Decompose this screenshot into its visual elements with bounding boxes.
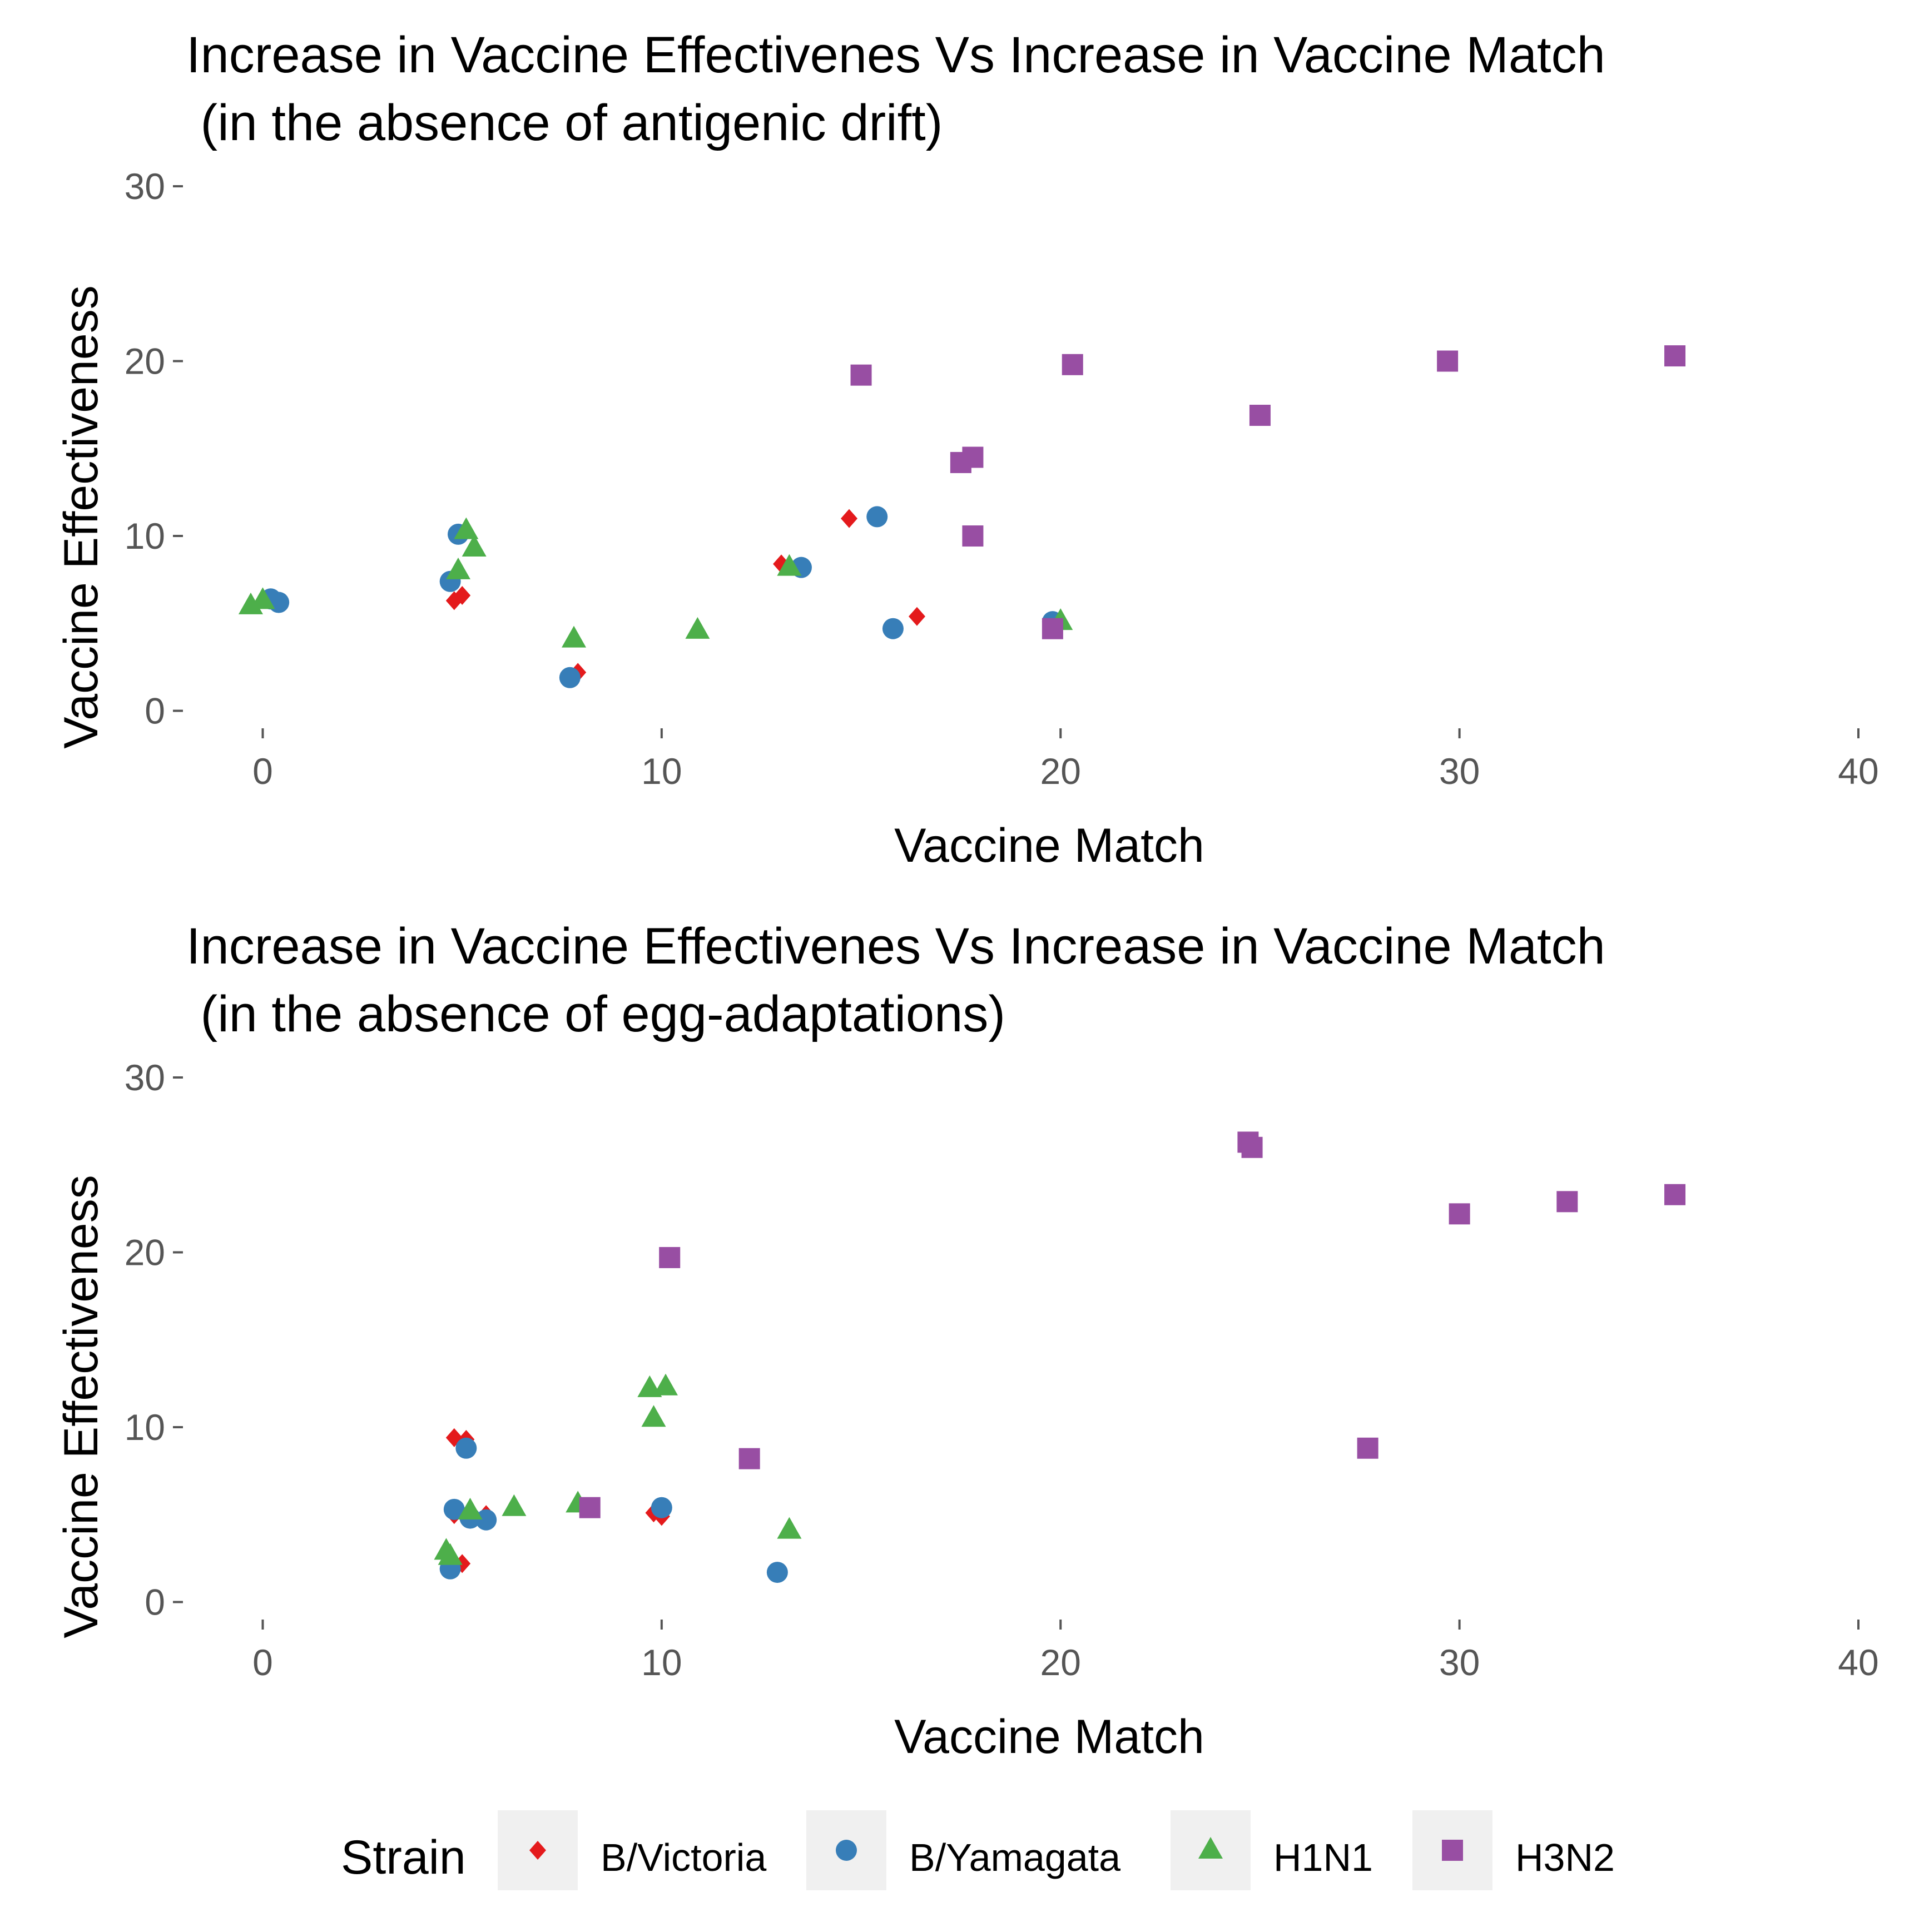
data-point-h3n2 [850, 364, 872, 386]
chart-1-x-axis-title: Vaccine Match [894, 819, 1204, 872]
data-point-h1n1 [438, 1543, 463, 1565]
x-tick-label: 30 [1439, 751, 1480, 792]
legend-square-icon [1442, 1840, 1463, 1861]
legend-label-h3n2: H3N2 [1515, 1836, 1615, 1879]
legend-item-b-victoria[interactable]: B/Victoria [498, 1810, 766, 1890]
y-tick-label: 30 [125, 1057, 165, 1098]
data-point-b-yamagata [455, 1437, 477, 1459]
data-point-h1n1 [462, 535, 487, 557]
data-point-h3n2 [579, 1497, 601, 1518]
legend: Strain B/Victoria B/Yamagata H1N1 H3N2 [341, 1810, 1615, 1890]
data-point-h1n1 [641, 1405, 666, 1427]
data-point-h3n2 [1664, 1184, 1686, 1205]
chart-1-title-line1: Increase in Vaccine Effectivenes Vs Incr… [186, 27, 1605, 83]
data-point-h3n2 [1664, 345, 1686, 367]
data-point-h1n1 [502, 1494, 527, 1516]
data-point-b-yamagata [651, 1497, 672, 1518]
data-point-h1n1 [777, 1517, 802, 1539]
data-point-h3n2 [1556, 1191, 1578, 1213]
x-tick-label: 40 [1838, 1642, 1878, 1683]
legend-item-h1n1[interactable]: H1N1 [1171, 1810, 1373, 1890]
data-point-h1n1 [653, 1373, 678, 1395]
data-point-h1n1 [445, 557, 470, 579]
data-point-h3n2 [1241, 1136, 1263, 1158]
data-point-h1n1 [685, 617, 710, 639]
chart-2-axes: 0 10 20 30 0 10 20 30 40 [125, 1057, 1879, 1683]
chart-2-title-line1: Increase in Vaccine Effectivenes Vs Incr… [186, 918, 1605, 975]
data-point-h1n1 [458, 1498, 483, 1519]
data-point-h3n2 [962, 525, 984, 547]
y-tick-label: 20 [125, 1232, 165, 1273]
x-tick-label: 0 [252, 1642, 273, 1683]
data-point-h3n2 [659, 1246, 681, 1268]
data-point-h3n2 [1249, 405, 1271, 426]
chart-2-x-axis-title: Vaccine Match [894, 1710, 1204, 1764]
chart-2-points [434, 1131, 1686, 1583]
chart-panel-2: Increase in Vaccine Effectivenes Vs Incr… [54, 918, 1879, 1764]
data-point-b-yamagata [766, 1562, 788, 1583]
legend-marker-h3n2 [1442, 1840, 1463, 1861]
x-tick-label: 40 [1838, 751, 1878, 792]
chart-panel-1: Increase in Vaccine Effectivenes Vs Incr… [54, 27, 1879, 872]
chart-1-title-line2: (in the absence of antigenic drift) [186, 95, 943, 151]
data-point-b-yamagata [475, 1509, 497, 1531]
chart-2-y-axis-title: Vaccine Effectiveness [54, 1175, 108, 1638]
data-point-b-yamagata [866, 506, 888, 528]
legend-item-h3n2[interactable]: H3N2 [1412, 1810, 1615, 1890]
legend-label-b-victoria: B/Victoria [601, 1836, 766, 1879]
legend-label-h1n1: H1N1 [1273, 1836, 1373, 1879]
legend-marker-h1n1 [1198, 1837, 1223, 1859]
data-point-b-yamagata [882, 618, 904, 639]
data-point-h1n1 [562, 625, 587, 648]
data-point-h3n2 [1357, 1437, 1379, 1459]
x-tick-label: 0 [252, 751, 273, 792]
y-tick-label: 10 [125, 515, 165, 557]
legend-item-b-yamagata[interactable]: B/Yamagata [806, 1810, 1120, 1890]
y-tick-label: 30 [125, 166, 165, 207]
legend-triangle-icon [1198, 1837, 1223, 1859]
legend-marker-b-yamagata [836, 1840, 857, 1861]
data-point-h1n1 [777, 554, 802, 576]
x-tick-label: 20 [1040, 1642, 1081, 1683]
data-point-h3n2 [1437, 350, 1459, 372]
x-tick-label: 20 [1040, 751, 1081, 792]
y-tick-label: 20 [125, 341, 165, 382]
x-tick-label: 30 [1439, 1642, 1480, 1683]
data-point-b-victoria [908, 607, 925, 626]
data-point-h3n2 [1062, 354, 1083, 375]
chart-1-y-axis-title: Vaccine Effectiveness [54, 285, 108, 748]
legend-title: Strain [341, 1831, 466, 1884]
data-point-h3n2 [738, 1448, 760, 1469]
data-point-b-victoria [841, 509, 858, 528]
legend-label-b-yamagata: B/Yamagata [909, 1836, 1120, 1879]
legend-circle-icon [836, 1840, 857, 1861]
data-point-b-victoria [454, 585, 471, 605]
y-tick-label: 0 [145, 691, 165, 732]
data-point-b-yamagata [559, 667, 581, 688]
data-point-h3n2 [962, 446, 984, 468]
legend-diamond-icon [529, 1841, 546, 1860]
data-point-b-yamagata [268, 592, 290, 613]
data-point-h3n2 [1042, 618, 1063, 639]
y-tick-label: 0 [145, 1582, 165, 1623]
data-point-h3n2 [1449, 1203, 1470, 1225]
chart-2-title-line2: (in the absence of egg-adaptations) [186, 986, 1005, 1042]
data-point-b-yamagata [443, 1498, 465, 1520]
data-point-h1n1 [250, 587, 275, 609]
chart-1-points [238, 345, 1686, 688]
x-tick-label: 10 [641, 1642, 682, 1683]
chart-1-axes: 0 10 20 30 0 10 20 30 40 [125, 166, 1879, 792]
data-point-h1n1 [454, 517, 479, 539]
x-tick-label: 10 [641, 751, 682, 792]
y-tick-label: 10 [125, 1407, 165, 1448]
legend-marker-b-victoria [529, 1841, 546, 1860]
